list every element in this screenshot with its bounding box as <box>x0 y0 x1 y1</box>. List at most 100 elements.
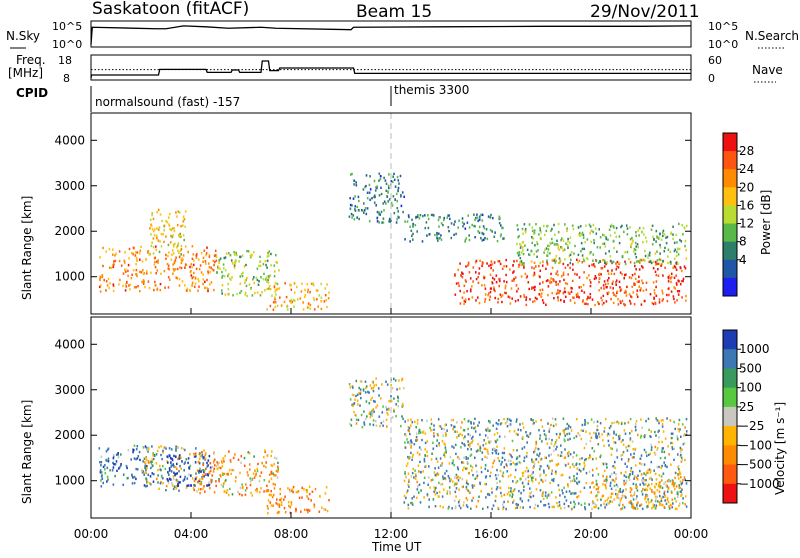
scatter-cell <box>133 481 136 485</box>
scatter-cell <box>199 264 202 267</box>
scatter-cell <box>603 502 605 505</box>
scatter-cell <box>471 223 473 227</box>
scatter-cell <box>521 500 523 503</box>
scatter-cell <box>683 434 685 437</box>
scatter-cell <box>155 248 157 252</box>
scatter-cell <box>661 425 664 428</box>
scatter-cell <box>630 494 632 497</box>
scatter-cell <box>613 441 615 444</box>
scatter-cell <box>642 289 645 292</box>
scatter-cell <box>520 429 522 432</box>
scatter-cell <box>219 267 221 270</box>
scatter-cell <box>477 275 479 279</box>
scatter-cell <box>195 256 198 260</box>
scatter-cell <box>668 453 670 456</box>
scatter-cell <box>641 479 643 482</box>
scatter-cell <box>494 449 497 453</box>
scatter-cell <box>358 209 360 212</box>
scatter-cell <box>536 297 538 301</box>
scatter-cell <box>505 291 507 295</box>
scatter-cell <box>240 461 242 464</box>
scatter-cell <box>626 449 629 452</box>
scatter-cell <box>464 300 467 303</box>
scatter-cell <box>387 191 389 194</box>
scatter-cell <box>358 392 360 395</box>
scatter-cell <box>400 194 402 197</box>
scatter-cell <box>479 433 481 436</box>
scatter-cell <box>523 262 525 265</box>
scatter-cell <box>312 282 315 285</box>
scatter-cell <box>487 469 489 472</box>
scatter-cell <box>103 278 105 282</box>
scatter-cell <box>526 434 528 437</box>
scatter-cell <box>470 507 472 510</box>
scatter-cell <box>652 260 655 264</box>
scatter-cell <box>669 250 672 254</box>
scatter-cell <box>328 291 330 294</box>
scatter-cell <box>558 291 560 295</box>
scatter-cell <box>326 283 328 286</box>
scatter-cell <box>463 443 465 446</box>
scatter-cell <box>531 478 533 482</box>
scatter-cell <box>465 237 468 240</box>
scatter-cell <box>567 246 569 249</box>
scatter-cell <box>277 461 279 465</box>
scatter-cell <box>618 262 621 265</box>
scatter-cell <box>168 469 171 472</box>
scatter-cell <box>170 448 173 451</box>
scatter-cell <box>224 454 226 458</box>
scatter-cell <box>494 289 496 293</box>
scatter-cell <box>468 271 471 274</box>
scatter-cell <box>170 228 173 232</box>
scatter-cell <box>651 488 653 492</box>
scatter-cell <box>491 451 494 455</box>
scatter-cell <box>491 491 493 494</box>
scatter-cell <box>629 437 632 440</box>
scatter-cell <box>508 491 510 494</box>
scatter-cell <box>207 287 209 291</box>
scatter-cell <box>568 254 571 258</box>
scatter-cell <box>439 216 441 219</box>
scatter-cell <box>635 476 638 479</box>
scatter-cell <box>612 436 614 440</box>
scatter-cell <box>372 389 375 393</box>
scatter-cell <box>579 231 581 235</box>
scatter-cell <box>315 289 318 292</box>
scatter-cell <box>135 273 137 276</box>
scatter-cell <box>167 286 170 289</box>
scatter-cell <box>154 283 157 287</box>
scatter-cell <box>206 286 208 290</box>
scatter-cell <box>578 286 581 289</box>
scatter-cell <box>646 488 649 492</box>
scatter-cell <box>631 273 634 277</box>
scatter-cell <box>257 283 260 286</box>
scatter-cell <box>516 462 518 465</box>
scatter-cell <box>313 503 316 506</box>
scatter-cell <box>240 273 243 276</box>
scatter-cell <box>543 251 545 254</box>
scatter-cell <box>667 248 670 251</box>
scatter-cell <box>586 238 589 241</box>
scatter-cell <box>230 259 233 262</box>
scatter-cell <box>631 296 633 299</box>
scatter-cell <box>221 284 224 287</box>
scatter-cell <box>427 217 430 221</box>
scatter-cell <box>484 447 487 451</box>
scatter-cell <box>602 494 604 497</box>
scatter-cell <box>663 490 666 493</box>
scatter-cell <box>250 491 252 495</box>
scatter-cell <box>456 466 459 469</box>
scatter-cell <box>413 443 416 446</box>
scatter-cell <box>238 260 240 263</box>
scatter-cell <box>276 476 279 479</box>
scatter-cell <box>661 479 663 482</box>
scatter-cell <box>269 288 272 291</box>
scatter-cell <box>297 489 300 493</box>
scatter-cell <box>615 281 617 284</box>
scatter-cell <box>605 237 608 241</box>
scatter-cell <box>663 505 666 509</box>
scatter-cell <box>664 481 667 484</box>
scatter-cell <box>480 470 483 474</box>
scatter-cell <box>498 459 501 463</box>
scatter-cell <box>260 471 263 474</box>
